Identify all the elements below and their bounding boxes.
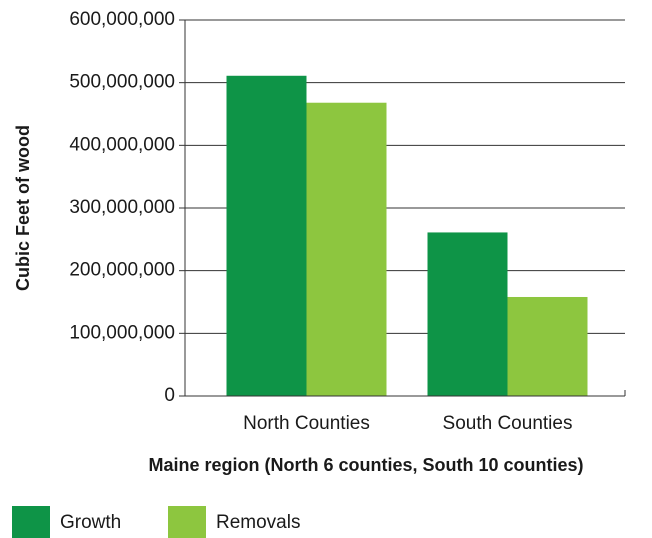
bar (427, 232, 508, 396)
y-tick-label: 600,000,000 (69, 9, 175, 30)
bar (226, 75, 307, 397)
legend-swatch (12, 506, 50, 538)
x-tick-label: North Counties (243, 413, 370, 434)
bar (507, 296, 588, 396)
y-tick-label: 500,000,000 (69, 72, 175, 93)
x-tick-label: South Counties (443, 413, 573, 434)
legend-label: Growth (60, 512, 121, 533)
bar (306, 102, 387, 396)
legend-label: Removals (216, 512, 300, 533)
legend-swatch (168, 506, 206, 538)
y-tick-label: 100,000,000 (69, 322, 175, 343)
y-tick-label: 0 (164, 385, 175, 406)
y-tick-label: 400,000,000 (69, 134, 175, 155)
y-tick-label: 300,000,000 (69, 197, 175, 218)
y-axis-label: Cubic Feet of wood (13, 125, 33, 291)
x-axis-label: Maine region (North 6 counties, South 10… (148, 455, 583, 475)
y-tick-label: 200,000,000 (69, 260, 175, 281)
